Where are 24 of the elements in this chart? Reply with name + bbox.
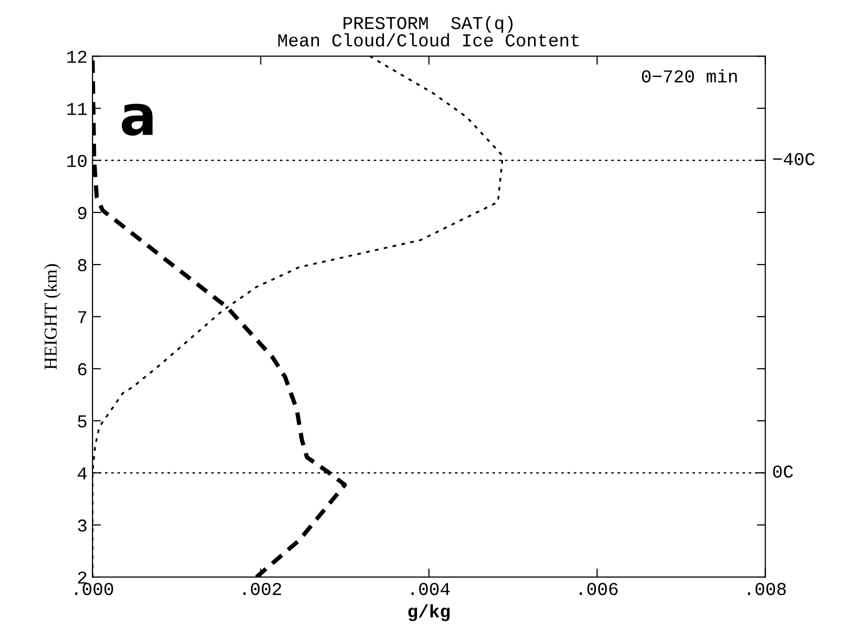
y-tick-label: 5 (78, 415, 86, 428)
y-tick-label: 12 (67, 50, 86, 63)
y-tick-label: 9 (78, 206, 86, 220)
annotation: a (122, 104, 153, 136)
y-tick-label: 7 (78, 311, 86, 324)
y-tick-label: 4 (78, 468, 87, 480)
x-axis-title: g/kg (408, 604, 450, 622)
chart-subtitle: Mean Cloud/Cloud Ice Content (278, 33, 579, 47)
x-tick-label: .002 (243, 582, 282, 596)
y-tick-label: 8 (78, 259, 86, 272)
annotation: 0−720 min (642, 69, 737, 83)
chart-title: PRESTORM SAT(q) (344, 16, 513, 33)
y-tick-label: 2 (78, 571, 86, 584)
y-tick-label: 11 (67, 102, 87, 115)
x-tick-label: .000 (75, 582, 114, 596)
x-tick-label: .004 (412, 582, 450, 596)
y-tick-label: 6 (78, 363, 86, 376)
x-tick-label: .008 (748, 582, 786, 596)
y-axis-title: HEIGHT (km) (44, 264, 60, 370)
x-tick-label: .006 (580, 582, 618, 596)
ref-line-label: −40C (773, 152, 815, 166)
ref-line-label: 0C (773, 465, 793, 478)
y-tick-label: 10 (67, 154, 87, 168)
y-tick-label: 3 (78, 519, 86, 532)
